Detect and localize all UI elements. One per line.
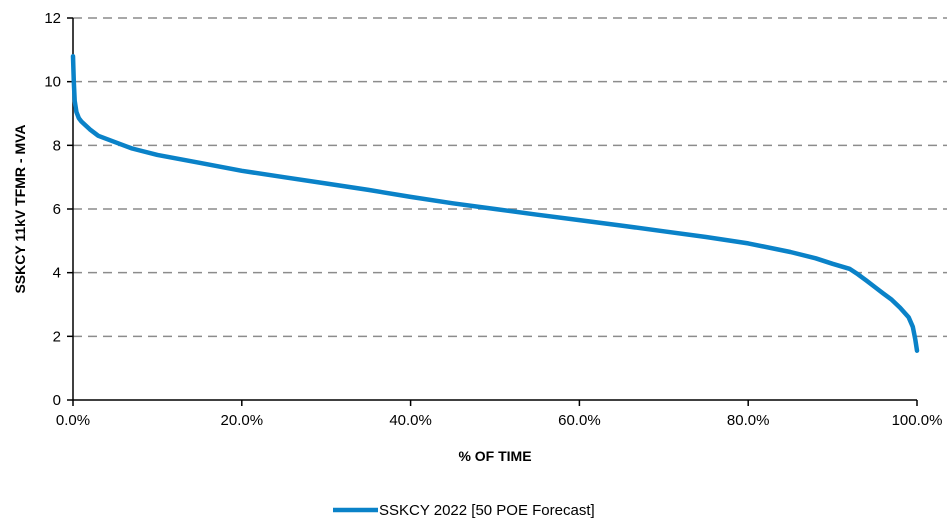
series-lines — [70, 53, 920, 353]
x-tick-label: 20.0% — [221, 412, 264, 429]
y-tick-labels: 0 2 4 6 8 10 12 — [44, 10, 61, 409]
x-tick-label: 0.0% — [56, 412, 90, 429]
axes — [67, 17, 918, 406]
y-axis-title: SSKCY 11kV TFMR - MVA — [12, 124, 28, 293]
x-tick-label: 60.0% — [558, 412, 601, 429]
y-tick-label: 10 — [44, 74, 61, 91]
y-tick-label: 4 — [53, 265, 61, 282]
legend: SSKCY 2022 [50 POE Forecast] — [333, 502, 595, 519]
gridlines — [73, 17, 947, 338]
legend-label: SSKCY 2022 [50 POE Forecast] — [379, 502, 595, 519]
y-tick-label: 6 — [53, 201, 61, 218]
y-tick-label: 2 — [53, 328, 61, 345]
y-tick-label: 12 — [44, 10, 61, 27]
y-tick-label: 0 — [53, 392, 61, 409]
y-tick-label: 8 — [53, 137, 61, 154]
x-tick-label: 80.0% — [727, 412, 770, 429]
series-line — [70, 53, 920, 353]
x-tick-label: 40.0% — [389, 412, 432, 429]
x-axis-title: % OF TIME — [458, 448, 531, 464]
x-tick-label: 100.0% — [892, 412, 943, 429]
x-tick-labels: 0.0% 20.0% 40.0% 60.0% 80.0% 100.0% — [56, 412, 943, 429]
